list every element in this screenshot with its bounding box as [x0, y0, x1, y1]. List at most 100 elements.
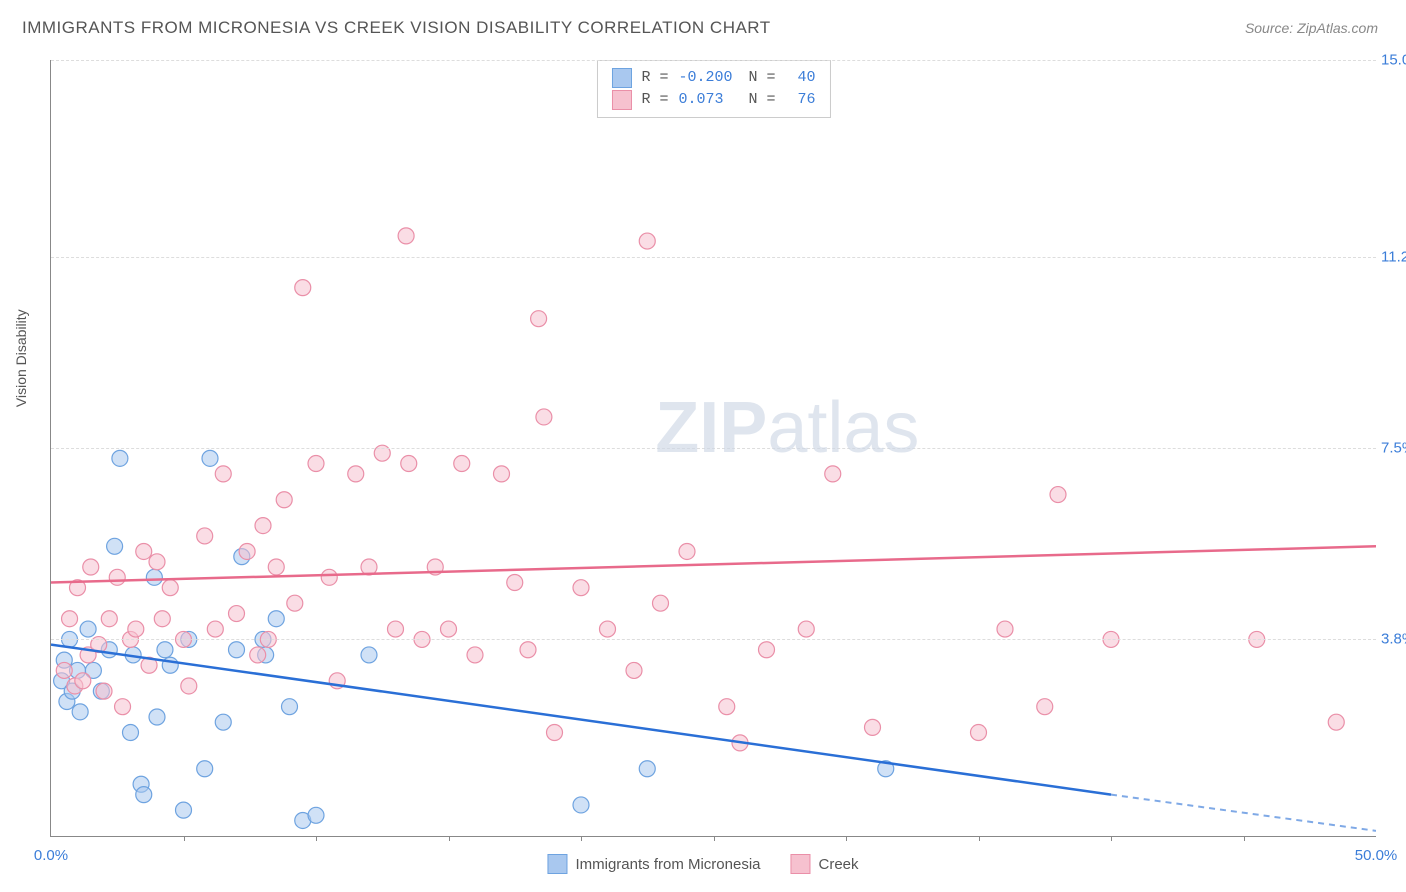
x-tick [979, 836, 980, 841]
scatter-point-creek [441, 621, 457, 637]
scatter-point-micronesia [268, 611, 284, 627]
scatter-point-creek [56, 662, 72, 678]
scatter-point-micronesia [56, 652, 72, 668]
scatter-point-creek [250, 647, 266, 663]
scatter-point-creek [83, 559, 99, 575]
scatter-point-micronesia [85, 662, 101, 678]
scatter-point-micronesia [101, 642, 117, 658]
scatter-point-creek [401, 456, 417, 472]
grid-line [51, 257, 1376, 258]
scatter-point-creek [80, 647, 96, 663]
scatter-point-creek [388, 621, 404, 637]
scatter-point-creek [971, 725, 987, 741]
scatter-point-creek [268, 559, 284, 575]
x-tick [1111, 836, 1112, 841]
scatter-point-creek [308, 456, 324, 472]
scatter-point-creek [295, 280, 311, 296]
chart-source: Source: ZipAtlas.com [1245, 20, 1378, 36]
scatter-point-creek [287, 595, 303, 611]
scatter-point-creek [136, 543, 152, 559]
x-tick-label: 0.0% [34, 847, 68, 864]
scatter-point-creek [215, 466, 231, 482]
scatter-point-micronesia [70, 662, 86, 678]
scatter-point-micronesia [176, 802, 192, 818]
scatter-point-micronesia [234, 549, 250, 565]
y-tick-label: 3.8% [1381, 631, 1406, 648]
grid-line [51, 639, 1376, 640]
y-tick-label: 15.0% [1381, 52, 1406, 69]
scatter-point-creek [348, 466, 364, 482]
scatter-point-creek [239, 543, 255, 559]
scatter-point-micronesia [202, 450, 218, 466]
plot-area: Vision Disability R =-0.200N =40R = 0.07… [50, 60, 1376, 837]
scatter-point-micronesia [123, 725, 139, 741]
scatter-point-micronesia [146, 569, 162, 585]
scatter-point-creek [197, 528, 213, 544]
legend-series-item: Creek [791, 854, 859, 874]
legend-r-label: R = [641, 67, 668, 89]
scatter-point-micronesia [573, 797, 589, 813]
scatter-point-creek [997, 621, 1013, 637]
scatter-point-creek [732, 735, 748, 751]
scatter-point-micronesia [258, 647, 274, 663]
scatter-point-micronesia [149, 709, 165, 725]
x-tick [316, 836, 317, 841]
scatter-point-micronesia [197, 761, 213, 777]
x-tick [846, 836, 847, 841]
scatter-point-creek [109, 569, 125, 585]
scatter-point-creek [1037, 699, 1053, 715]
scatter-point-creek [255, 518, 271, 534]
scatter-point-micronesia [107, 538, 123, 554]
x-tick [1244, 836, 1245, 841]
scatter-point-creek [600, 621, 616, 637]
scatter-point-creek [162, 580, 178, 596]
trend-line-dashed-micronesia [1111, 795, 1376, 831]
scatter-point-creek [128, 621, 144, 637]
scatter-point-micronesia [54, 673, 70, 689]
scatter-point-micronesia [59, 693, 75, 709]
legend-n-label: N = [749, 89, 776, 111]
scatter-point-creek [507, 575, 523, 591]
scatter-point-micronesia [80, 621, 96, 637]
scatter-point-creek [825, 466, 841, 482]
scatter-point-creek [639, 233, 655, 249]
legend-swatch [547, 854, 567, 874]
scatter-point-creek [154, 611, 170, 627]
scatter-point-micronesia [125, 647, 141, 663]
chart-container: Vision Disability R =-0.200N =40R = 0.07… [50, 60, 1376, 837]
scatter-point-creek [798, 621, 814, 637]
y-tick-label: 11.2% [1381, 248, 1406, 265]
scatter-point-micronesia [282, 699, 298, 715]
legend-r-value: 0.073 [679, 89, 739, 111]
legend-correlation-row: R =-0.200N =40 [611, 67, 815, 89]
scatter-point-creek [181, 678, 197, 694]
scatter-point-creek [75, 673, 91, 689]
scatter-point-creek [547, 725, 563, 741]
scatter-point-creek [115, 699, 131, 715]
scatter-point-creek [573, 580, 589, 596]
scatter-point-micronesia [308, 807, 324, 823]
grid-line [51, 448, 1376, 449]
x-tick [581, 836, 582, 841]
x-tick [449, 836, 450, 841]
scatter-point-creek [62, 611, 78, 627]
legend-correlation-row: R = 0.073N = 76 [611, 89, 815, 111]
scatter-point-creek [96, 683, 112, 699]
scatter-point-micronesia [93, 683, 109, 699]
legend-swatch [611, 68, 631, 88]
scatter-point-creek [759, 642, 775, 658]
legend-series-label: Immigrants from Micronesia [575, 856, 760, 873]
scatter-point-creek [67, 678, 83, 694]
scatter-point-creek [679, 543, 695, 559]
grid-line [51, 60, 1376, 61]
legend-n-value: 40 [786, 67, 816, 89]
scatter-point-creek [276, 492, 292, 508]
scatter-point-micronesia [639, 761, 655, 777]
scatter-point-micronesia [72, 704, 88, 720]
scatter-point-micronesia [229, 642, 245, 658]
scatter-point-creek [427, 559, 443, 575]
x-tick [184, 836, 185, 841]
scatter-point-micronesia [157, 642, 173, 658]
scatter-point-creek [626, 662, 642, 678]
scatter-point-micronesia [112, 450, 128, 466]
